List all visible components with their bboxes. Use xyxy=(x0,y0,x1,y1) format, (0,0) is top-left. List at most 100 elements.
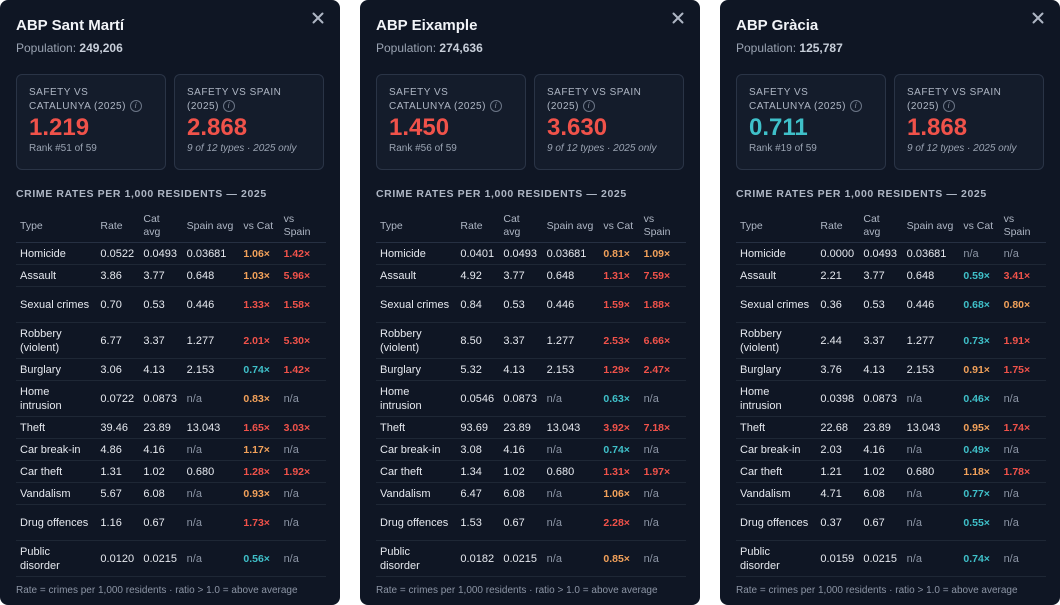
table-row: Robbery (violent) 8.50 3.37 1.277 2.53× 6.66× xyxy=(376,322,686,359)
table-cell: 2.53× xyxy=(599,322,640,359)
table-cell: 4.13 xyxy=(499,358,543,381)
table-cell: Public disorder xyxy=(16,540,97,577)
table-cell: 1.59× xyxy=(599,286,640,323)
table-cell: 0.81× xyxy=(599,242,640,265)
column-header: Rate xyxy=(456,210,500,243)
table-cell: 1.16 xyxy=(96,504,140,541)
table-cell: 0.446 xyxy=(182,286,240,323)
table-cell: 3.37 xyxy=(859,322,903,359)
population: Population: 249,206 xyxy=(16,41,324,56)
info-icon[interactable]: i xyxy=(849,100,862,112)
table-cell: 1.28× xyxy=(239,460,280,483)
table-cell: 1.78× xyxy=(999,460,1046,483)
table-row: Sexual crimes 0.84 0.53 0.446 1.59× 1.88× xyxy=(376,286,686,323)
table-cell: 93.69 xyxy=(456,416,500,439)
table-cell: 1.33× xyxy=(239,286,280,323)
table-cell: 0.67 xyxy=(139,504,183,541)
table-cell: 1.21 xyxy=(816,460,860,483)
column-header: Cat avg xyxy=(859,210,903,243)
table-cell: 4.16 xyxy=(139,438,183,461)
column-header: vs Cat xyxy=(959,210,1000,243)
table-cell: 0.37 xyxy=(816,504,860,541)
table-cell: 0.67 xyxy=(859,504,903,541)
table-cell: Homicide xyxy=(376,242,457,265)
table-cell: Vandalism xyxy=(16,482,97,505)
table-cell: 0.95× xyxy=(959,416,1000,439)
table-cell: 0.03681 xyxy=(902,242,960,265)
info-icon[interactable]: i xyxy=(222,100,235,112)
table-cell: 2.01× xyxy=(239,322,280,359)
table-cell: 0.55× xyxy=(959,504,1000,541)
safety-boxes: SAFETY VS CATALUNYA (2025) i 1.450 Rank #56… xyxy=(376,74,684,170)
box-subtitle: Rank #56 of 59 xyxy=(389,143,457,154)
close-icon[interactable] xyxy=(312,12,326,26)
section-title: CRIME RATES PER 1,000 RESIDENTS — 2025 xyxy=(376,188,627,200)
population: Population: 125,787 xyxy=(736,41,1044,56)
footnote: Rate = crimes per 1,000 residents · rati… xyxy=(16,585,298,596)
column-header: Type xyxy=(736,210,817,243)
table-header-row: Type Rate Cat avg Spain avg vs Cat vs Spain xyxy=(16,210,326,243)
population-value: 274,636 xyxy=(439,41,483,55)
table-cell: 3.76 xyxy=(816,358,860,381)
table-cell: 2.21 xyxy=(816,264,860,287)
table-cell: n/a xyxy=(999,504,1046,541)
info-icon[interactable]: i xyxy=(942,100,955,112)
close-icon[interactable] xyxy=(672,12,686,26)
close-icon[interactable] xyxy=(1032,12,1046,26)
table-cell: n/a xyxy=(542,380,600,417)
box-subtitle: Rank #51 of 59 xyxy=(29,143,97,154)
table-cell: n/a xyxy=(902,540,960,577)
table-cell: 6.66× xyxy=(639,322,686,359)
table-cell: 2.153 xyxy=(182,358,240,381)
table-cell: 0.0000 xyxy=(816,242,860,265)
table-cell: n/a xyxy=(999,438,1046,461)
table-cell: n/a xyxy=(182,540,240,577)
table-cell: 1.91× xyxy=(999,322,1046,359)
table-cell: 6.08 xyxy=(499,482,543,505)
safety-boxes: SAFETY VS CATALUNYA (2025) i 0.711 Rank #19… xyxy=(736,74,1044,170)
table-cell: 1.31× xyxy=(599,460,640,483)
table-cell: 0.0873 xyxy=(859,380,903,417)
table-cell: 3.03× xyxy=(279,416,326,439)
table-row: Assault 4.92 3.77 0.648 1.31× 7.59× xyxy=(376,264,686,287)
crime-rates-table: Type Rate Cat avg Spain avg vs Cat vs Spain Ho… xyxy=(376,210,686,577)
table-cell: 0.73× xyxy=(959,322,1000,359)
population-value: 125,787 xyxy=(799,41,843,55)
table-cell: 22.68 xyxy=(816,416,860,439)
table-cell: Burglary xyxy=(736,358,817,381)
table-cell: Drug offences xyxy=(736,504,817,541)
table-cell: 0.0215 xyxy=(859,540,903,577)
table-cell: 0.80× xyxy=(999,286,1046,323)
table-cell: Theft xyxy=(16,416,97,439)
table-cell: 0.648 xyxy=(902,264,960,287)
table-cell: 0.0873 xyxy=(139,380,183,417)
table-cell: n/a xyxy=(279,540,326,577)
info-icon[interactable]: i xyxy=(129,100,142,112)
column-header: Spain avg xyxy=(182,210,240,243)
footnote: Rate = crimes per 1,000 residents · rati… xyxy=(376,585,658,596)
table-cell: 5.96× xyxy=(279,264,326,287)
table-cell: Sexual crimes xyxy=(376,286,457,323)
table-row: Burglary 3.76 4.13 2.153 0.91× 1.75× xyxy=(736,358,1046,381)
table-cell: Robbery (violent) xyxy=(376,322,457,359)
table-cell: Car break-in xyxy=(376,438,457,461)
column-header: Type xyxy=(16,210,97,243)
table-cell: 2.03 xyxy=(816,438,860,461)
table-cell: Theft xyxy=(736,416,817,439)
table-cell: 1.65× xyxy=(239,416,280,439)
table-cell: 3.86 xyxy=(96,264,140,287)
table-cell: 0.03681 xyxy=(542,242,600,265)
table-cell: 1.02 xyxy=(139,460,183,483)
info-icon[interactable]: i xyxy=(489,100,502,112)
info-icon[interactable]: i xyxy=(582,100,595,112)
table-cell: n/a xyxy=(542,540,600,577)
table-cell: Home intrusion xyxy=(16,380,97,417)
table-cell: 2.153 xyxy=(542,358,600,381)
table-cell: 7.59× xyxy=(639,264,686,287)
table-row: Robbery (violent) 2.44 3.37 1.277 0.73× 1.91× xyxy=(736,322,1046,359)
table-cell: 3.77 xyxy=(139,264,183,287)
table-cell: 4.13 xyxy=(859,358,903,381)
box-subtitle: 9 of 12 types · 2025 only xyxy=(907,143,1017,154)
table-cell: 0.0546 xyxy=(456,380,500,417)
crime-rates-table: Type Rate Cat avg Spain avg vs Cat vs Spain Ho… xyxy=(16,210,326,577)
